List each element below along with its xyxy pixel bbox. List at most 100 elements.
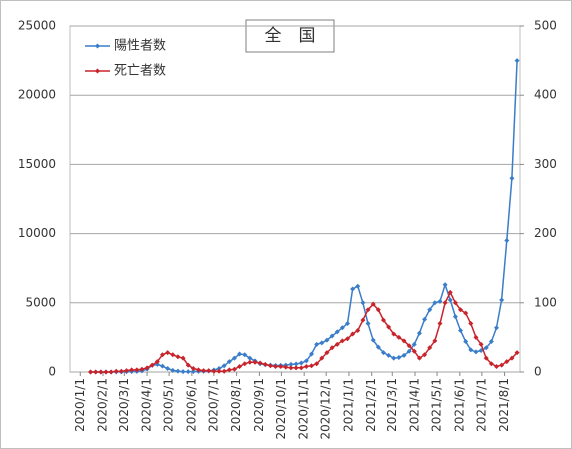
y2-tick-label: 200 xyxy=(534,226,557,240)
point xyxy=(468,321,474,327)
x-tick-label: 2020/11/1 xyxy=(297,378,311,440)
point xyxy=(355,327,361,333)
point xyxy=(416,355,422,361)
x-tick-label: 2021/1/1 xyxy=(341,378,355,432)
point xyxy=(159,352,165,358)
point xyxy=(190,366,196,372)
legend-label: 死亡者数 xyxy=(114,64,166,79)
point xyxy=(267,363,273,369)
point xyxy=(494,363,500,369)
point xyxy=(206,368,212,374)
point xyxy=(319,355,325,361)
point xyxy=(360,300,366,306)
x-tick-label: 2021/2/1 xyxy=(364,378,378,432)
x-tick-label: 2020/10/1 xyxy=(274,378,288,440)
x-tick-label: 2021/7/1 xyxy=(474,378,488,432)
point xyxy=(257,360,263,366)
x-tick-label: 2021/5/1 xyxy=(430,378,444,432)
point xyxy=(329,333,335,339)
point xyxy=(447,289,453,295)
point xyxy=(98,369,104,375)
point xyxy=(437,321,443,327)
point xyxy=(93,369,99,375)
point xyxy=(216,368,222,374)
y-tick-label: 0 xyxy=(48,365,56,379)
point xyxy=(365,321,371,327)
point xyxy=(334,329,340,335)
y2-tick-label: 100 xyxy=(534,295,557,309)
point xyxy=(124,368,130,374)
point xyxy=(170,352,176,358)
point xyxy=(452,314,458,320)
point xyxy=(370,301,376,307)
point xyxy=(422,316,428,322)
point xyxy=(175,368,181,374)
point xyxy=(309,351,315,357)
point xyxy=(226,359,232,365)
point xyxy=(473,334,479,340)
point xyxy=(494,325,500,331)
point xyxy=(273,363,279,369)
y-tick-label: 25000 xyxy=(18,19,56,33)
chart-title: 全 国 xyxy=(265,26,316,46)
x-tick-label: 2020/9/1 xyxy=(252,378,266,432)
point xyxy=(401,338,407,344)
point xyxy=(180,355,186,361)
point xyxy=(231,355,237,361)
point xyxy=(380,317,386,323)
point xyxy=(288,365,294,371)
x-tick-label: 2020/8/1 xyxy=(229,378,243,432)
point xyxy=(303,363,309,369)
point xyxy=(180,369,186,375)
point xyxy=(350,331,356,337)
point xyxy=(170,367,176,373)
point xyxy=(422,352,428,358)
point xyxy=(375,307,381,313)
point xyxy=(386,324,392,330)
point xyxy=(262,361,268,367)
point xyxy=(242,361,248,367)
point xyxy=(509,355,515,361)
point xyxy=(201,368,207,374)
y2-tick-label: 0 xyxy=(534,365,542,379)
point xyxy=(458,307,464,313)
x-tick-label: 2021/4/1 xyxy=(408,378,422,432)
point xyxy=(370,337,376,343)
point xyxy=(437,298,443,304)
x-tick-label: 2020/7/1 xyxy=(206,378,220,432)
point xyxy=(365,307,371,313)
point xyxy=(432,338,438,344)
point xyxy=(216,366,222,372)
point xyxy=(344,321,350,327)
point xyxy=(339,338,345,344)
point xyxy=(360,317,366,323)
x-tick-label: 2021/8/1 xyxy=(497,378,511,432)
point xyxy=(324,337,330,343)
point xyxy=(504,359,510,365)
point xyxy=(473,349,479,355)
point xyxy=(231,366,237,372)
point xyxy=(103,369,109,375)
point xyxy=(154,359,160,365)
point xyxy=(303,358,309,364)
point xyxy=(499,362,505,368)
point xyxy=(293,361,299,367)
point xyxy=(447,297,453,303)
point xyxy=(190,369,196,375)
point xyxy=(159,363,165,369)
point xyxy=(386,352,392,358)
y-tick-label: 10000 xyxy=(18,226,56,240)
x-tick-label: 2020/12/1 xyxy=(319,378,333,440)
point xyxy=(375,344,381,350)
legend-label: 陽性者数 xyxy=(114,39,166,54)
point xyxy=(452,300,458,306)
point xyxy=(514,350,520,356)
y-tick-label: 15000 xyxy=(18,157,56,171)
point xyxy=(165,366,171,372)
point xyxy=(185,362,191,368)
point xyxy=(427,345,433,351)
point xyxy=(195,367,201,373)
point xyxy=(391,355,397,361)
x-tick-label: 2020/6/1 xyxy=(184,378,198,432)
